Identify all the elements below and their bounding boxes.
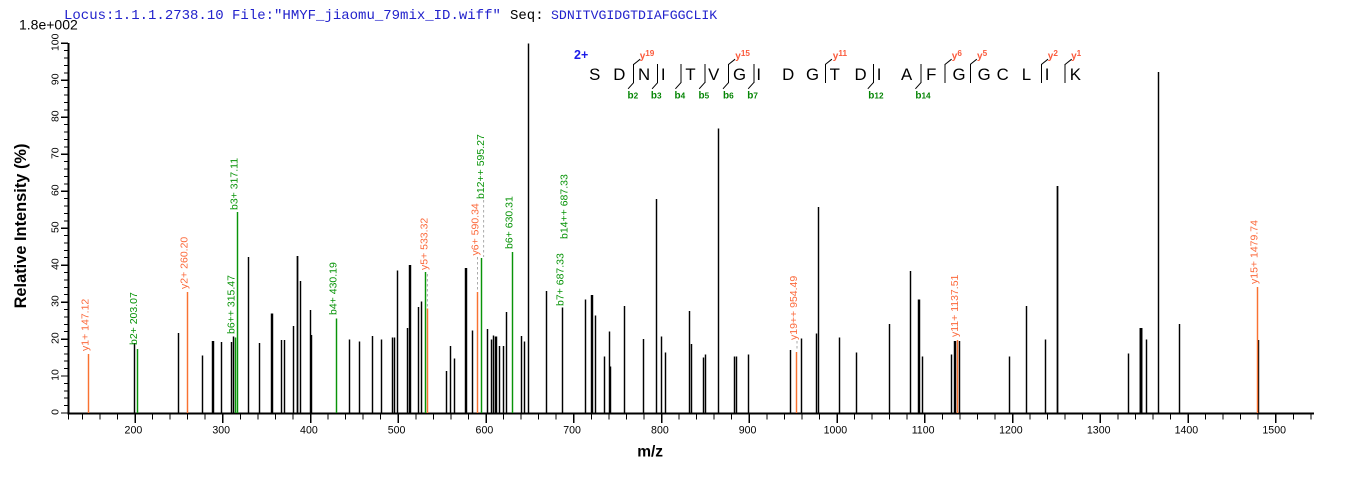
svg-text:y5: y5 [977,49,988,62]
svg-text:80: 80 [50,110,61,122]
svg-text:I: I [756,65,761,84]
svg-text:1400: 1400 [1175,424,1199,436]
svg-text:y2: y2 [1048,49,1059,62]
svg-text:b6: b6 [723,90,734,101]
svg-text:b14: b14 [915,90,931,101]
svg-text:y5+ 533.32: y5+ 533.32 [418,218,430,270]
svg-text:b12: b12 [868,90,884,101]
svg-text:2+: 2+ [574,48,588,62]
svg-text:y19++ 954.49: y19++ 954.49 [788,276,800,340]
svg-text:90: 90 [50,73,61,85]
svg-text:y6: y6 [952,49,963,62]
svg-text:50: 50 [50,221,61,233]
svg-text:b6++ 315.47: b6++ 315.47 [225,275,237,334]
svg-text:b14++ 687.33: b14++ 687.33 [559,174,571,239]
svg-text:30: 30 [50,295,61,307]
svg-text:Seq:: Seq: [510,8,544,24]
svg-text:b4: b4 [674,90,685,101]
svg-text:1000: 1000 [824,424,848,436]
svg-text:y6+ 590.34: y6+ 590.34 [469,203,481,255]
svg-text:0: 0 [50,409,61,415]
svg-text:G: G [952,65,965,84]
svg-text:I: I [1045,65,1050,84]
svg-text:b6+ 630.31: b6+ 630.31 [504,196,516,249]
svg-text:1200: 1200 [999,424,1023,436]
svg-text:F: F [926,65,936,84]
svg-text:10: 10 [50,369,61,381]
svg-text:y15+ 1479.74: y15+ 1479.74 [1249,220,1261,284]
svg-text:b2+ 203.07: b2+ 203.07 [128,292,140,345]
svg-text:500: 500 [388,424,406,436]
svg-text:I: I [877,65,882,84]
svg-text:V: V [708,65,720,84]
svg-text:Locus:1.1.1.2738.10 File:"HMYF: Locus:1.1.1.2738.10 File:"HMYF_jiaomu_79… [64,8,501,24]
svg-text:A: A [901,65,913,84]
svg-text:G: G [733,65,746,84]
svg-text:400: 400 [300,424,318,436]
svg-text:y11+ 1137.51: y11+ 1137.51 [949,274,961,337]
svg-text:b3+ 317.11: b3+ 317.11 [228,158,240,210]
svg-text:600: 600 [476,424,494,436]
svg-text:T: T [685,65,695,84]
svg-text:700: 700 [563,424,581,436]
svg-text:1300: 1300 [1087,424,1111,436]
svg-text:200: 200 [125,424,143,436]
svg-text:G: G [806,65,819,84]
svg-text:b3: b3 [651,90,662,101]
svg-text:Relative Intensity (%): Relative Intensity (%) [12,144,30,309]
svg-text:y1+ 147.12: y1+ 147.12 [80,299,92,351]
svg-text:m/z: m/z [637,443,663,460]
svg-text:D: D [613,65,625,84]
svg-text:b5: b5 [698,90,709,101]
svg-text:1.8e+002: 1.8e+002 [19,17,78,33]
svg-text:900: 900 [739,424,757,436]
svg-text:b12++ 595.27: b12++ 595.27 [475,134,487,199]
svg-text:D: D [782,65,794,84]
svg-text:70: 70 [50,147,61,159]
svg-text:b2: b2 [627,90,638,101]
svg-text:I: I [661,65,666,84]
svg-text:20: 20 [50,332,61,344]
svg-text:40: 40 [50,258,61,270]
svg-text:b4+ 430.19: b4+ 430.19 [328,262,340,315]
svg-text:y1: y1 [1071,49,1082,62]
svg-text:K: K [1070,65,1081,84]
svg-text:D: D [854,65,866,84]
svg-text:100: 100 [50,33,61,51]
svg-text:300: 300 [212,424,230,436]
svg-text:G: G [978,65,991,84]
svg-text:N: N [638,65,650,84]
svg-text:C: C [997,65,1009,84]
svg-text:T: T [830,65,840,84]
svg-text:y2+ 260.20: y2+ 260.20 [178,237,190,289]
svg-text:1500: 1500 [1262,424,1286,436]
svg-text:S: S [589,65,600,84]
svg-text:b7: b7 [747,90,758,101]
svg-text:b7+ 687.33: b7+ 687.33 [555,253,567,306]
svg-text:L: L [1022,65,1031,84]
svg-text:800: 800 [651,424,669,436]
svg-text:60: 60 [50,184,61,196]
svg-text:SDNITVGIDGTDIAFGGCLIK: SDNITVGIDGTDIAFGGCLIK [551,8,717,23]
svg-text:1100: 1100 [912,424,935,436]
